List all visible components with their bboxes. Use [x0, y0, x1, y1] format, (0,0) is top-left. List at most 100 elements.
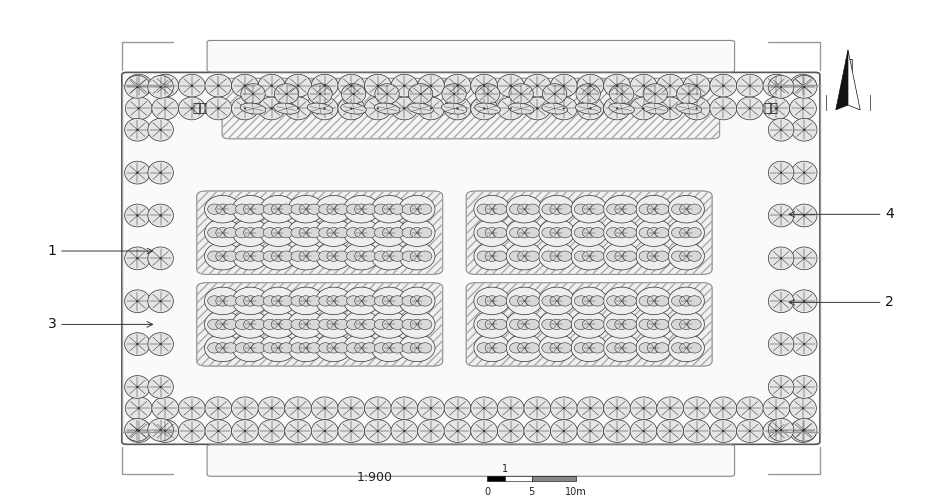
Ellipse shape [402, 342, 416, 353]
Ellipse shape [287, 334, 324, 361]
Ellipse shape [364, 74, 391, 97]
Ellipse shape [274, 84, 299, 104]
Ellipse shape [577, 397, 603, 419]
Ellipse shape [271, 296, 285, 306]
FancyBboxPatch shape [122, 72, 819, 444]
Ellipse shape [243, 251, 256, 262]
Ellipse shape [603, 97, 630, 120]
Ellipse shape [497, 97, 523, 120]
Ellipse shape [576, 84, 600, 104]
Ellipse shape [159, 386, 161, 388]
Ellipse shape [373, 228, 388, 238]
Ellipse shape [125, 420, 152, 442]
Ellipse shape [630, 397, 656, 419]
Ellipse shape [642, 85, 644, 86]
Text: 10m: 10m [564, 488, 587, 498]
Ellipse shape [148, 290, 173, 312]
Ellipse shape [505, 310, 542, 338]
Ellipse shape [722, 108, 724, 110]
Ellipse shape [164, 85, 166, 86]
Ellipse shape [642, 108, 644, 110]
Ellipse shape [208, 228, 221, 238]
Ellipse shape [124, 290, 150, 312]
Ellipse shape [260, 242, 296, 270]
Ellipse shape [243, 228, 256, 238]
Ellipse shape [287, 242, 324, 270]
Ellipse shape [470, 397, 497, 419]
Ellipse shape [517, 319, 531, 330]
Ellipse shape [654, 342, 668, 353]
Ellipse shape [590, 319, 604, 330]
Ellipse shape [364, 97, 391, 120]
Ellipse shape [802, 172, 804, 174]
Ellipse shape [390, 342, 403, 353]
Ellipse shape [492, 296, 506, 306]
Ellipse shape [315, 242, 351, 270]
Ellipse shape [240, 103, 266, 114]
Ellipse shape [124, 247, 150, 270]
Ellipse shape [338, 97, 364, 120]
Ellipse shape [505, 196, 542, 223]
Ellipse shape [647, 251, 660, 262]
Ellipse shape [441, 103, 466, 114]
Ellipse shape [474, 219, 509, 246]
Ellipse shape [789, 397, 815, 419]
Ellipse shape [402, 204, 416, 214]
Ellipse shape [507, 103, 534, 114]
Ellipse shape [208, 251, 221, 262]
Ellipse shape [271, 408, 272, 409]
Ellipse shape [574, 251, 587, 262]
Ellipse shape [232, 287, 268, 314]
Ellipse shape [709, 97, 736, 120]
Ellipse shape [748, 408, 750, 409]
Ellipse shape [208, 319, 221, 330]
Ellipse shape [243, 108, 246, 110]
Ellipse shape [217, 408, 219, 409]
Ellipse shape [335, 228, 348, 238]
Ellipse shape [687, 251, 700, 262]
Ellipse shape [258, 397, 285, 419]
Text: 1: 1 [502, 464, 507, 474]
Ellipse shape [558, 251, 571, 262]
Ellipse shape [315, 334, 351, 361]
Ellipse shape [541, 296, 555, 306]
Ellipse shape [235, 296, 249, 306]
Ellipse shape [204, 310, 241, 338]
Ellipse shape [399, 219, 434, 246]
Ellipse shape [343, 196, 379, 223]
Ellipse shape [291, 319, 304, 330]
Ellipse shape [386, 93, 388, 94]
Ellipse shape [647, 228, 660, 238]
Ellipse shape [525, 204, 538, 214]
Ellipse shape [603, 310, 639, 338]
Ellipse shape [509, 228, 522, 238]
Ellipse shape [563, 430, 564, 432]
Ellipse shape [307, 319, 320, 330]
Ellipse shape [263, 319, 276, 330]
Ellipse shape [371, 242, 407, 270]
Ellipse shape [279, 319, 293, 330]
Ellipse shape [125, 74, 152, 97]
Ellipse shape [475, 84, 499, 104]
Ellipse shape [525, 296, 538, 306]
Ellipse shape [614, 342, 628, 353]
Ellipse shape [191, 408, 193, 409]
Ellipse shape [138, 408, 139, 409]
Ellipse shape [159, 343, 161, 345]
Ellipse shape [606, 204, 620, 214]
Ellipse shape [235, 342, 249, 353]
Ellipse shape [307, 251, 320, 262]
Ellipse shape [417, 420, 444, 442]
Bar [505, 476, 532, 482]
Ellipse shape [224, 228, 237, 238]
Ellipse shape [346, 319, 359, 330]
FancyBboxPatch shape [197, 191, 442, 274]
Ellipse shape [376, 108, 378, 110]
Ellipse shape [497, 420, 523, 442]
Ellipse shape [535, 430, 537, 432]
Ellipse shape [399, 310, 434, 338]
Ellipse shape [327, 228, 340, 238]
Ellipse shape [258, 74, 285, 97]
Ellipse shape [204, 196, 241, 223]
Ellipse shape [346, 251, 359, 262]
